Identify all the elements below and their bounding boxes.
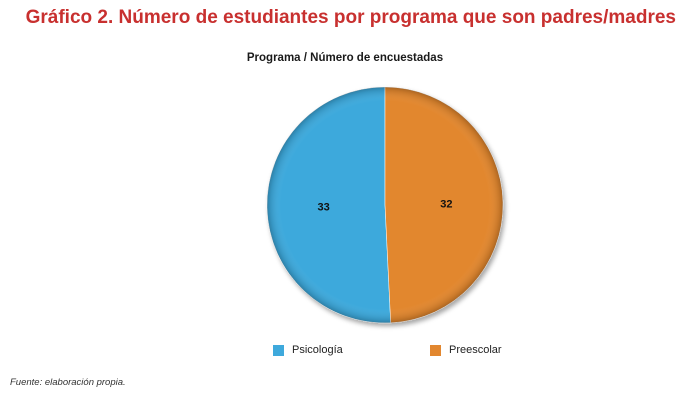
- source-note: Fuente: elaboración propia.: [10, 377, 126, 388]
- legend-label-preescolar: Preescolar: [449, 344, 502, 356]
- figure-title: Gráfico 2. Número de estudiantes por pro…: [25, 7, 676, 28]
- legend: Psicología Preescolar: [0, 344, 690, 364]
- data-label-0: 33: [318, 201, 330, 213]
- legend-item-psicologia: Psicología: [273, 344, 343, 356]
- legend-label-psicologia: Psicología: [292, 344, 343, 356]
- legend-item-preescolar: Preescolar: [430, 344, 502, 356]
- chart-title: Programa / Número de encuestadas: [246, 52, 444, 64]
- data-label-1: 32: [440, 199, 452, 211]
- legend-swatch-preescolar: [430, 344, 441, 356]
- legend-swatch-psicologia: [273, 344, 284, 356]
